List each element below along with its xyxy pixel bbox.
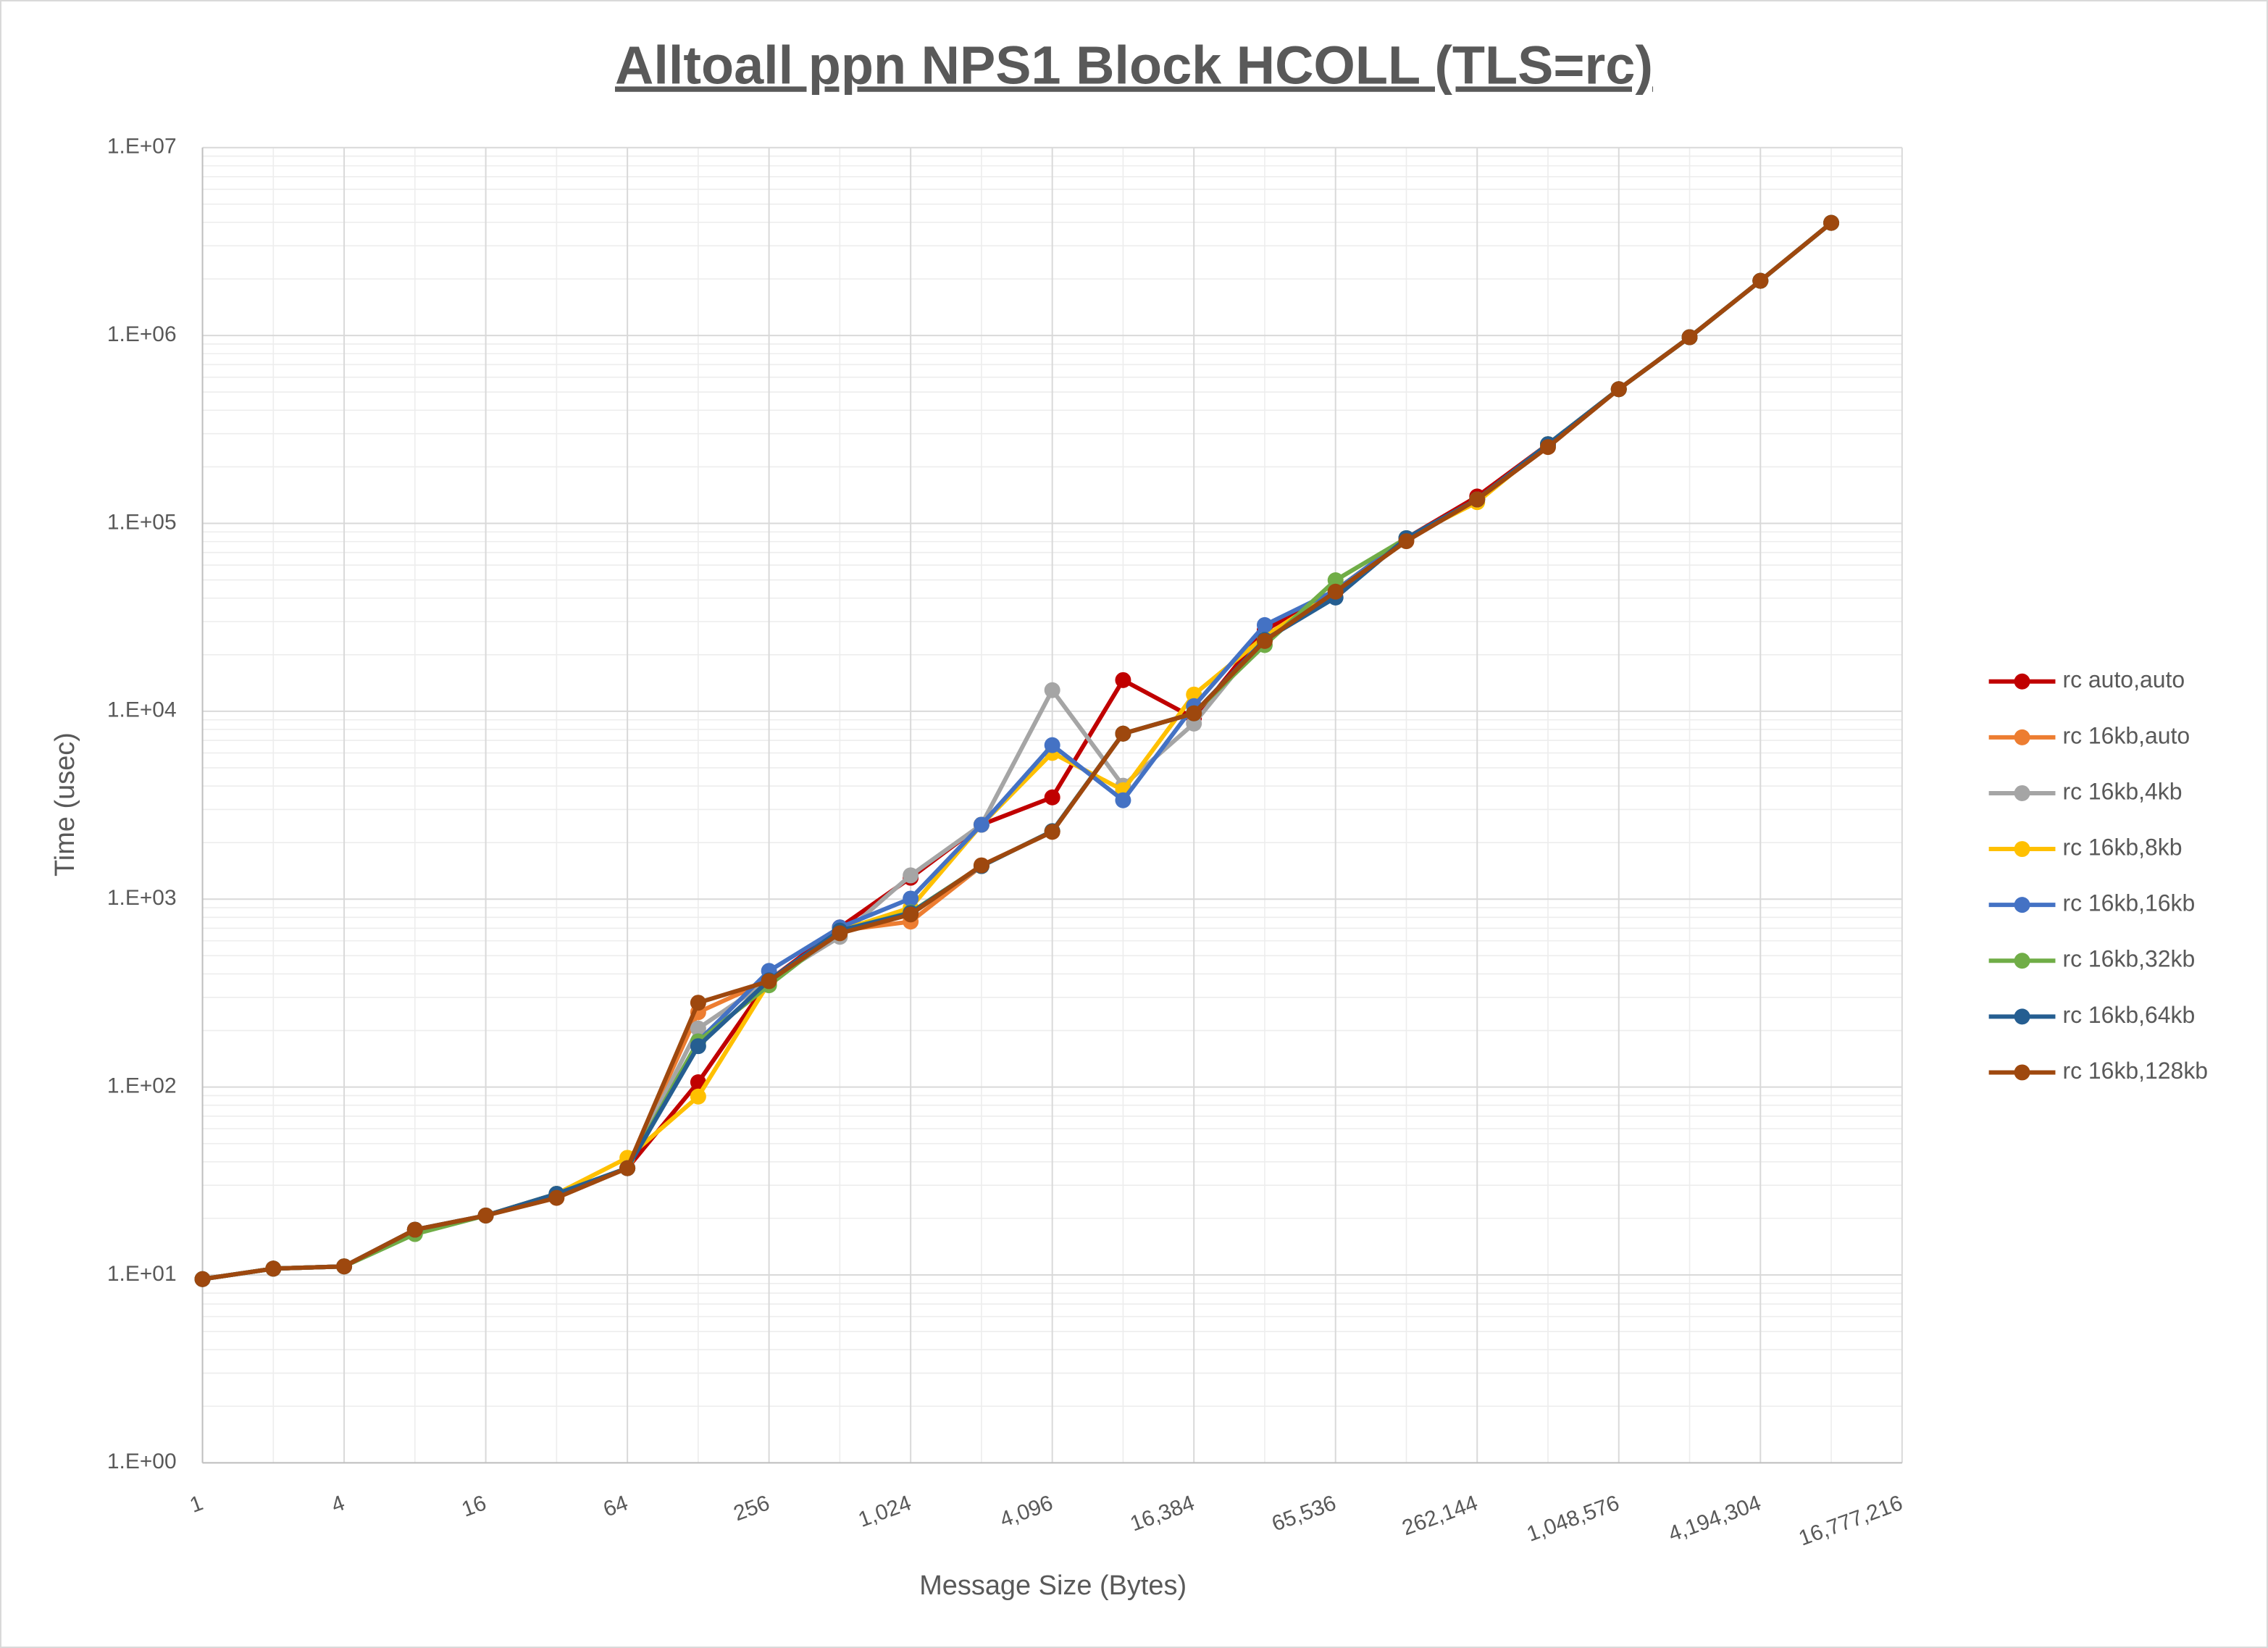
y-tick-label: 1.E+05 [107,510,177,534]
data-point [194,1271,211,1287]
plot [194,214,1840,1287]
data-point [1115,725,1131,742]
legend-marker [2014,729,2030,745]
data-point [690,1020,706,1037]
grid [201,146,1903,1464]
legend-marker [2014,841,2030,858]
y-tick-label: 1.E+07 [107,135,177,159]
legend-marker [2014,1064,2030,1081]
data-point [1610,381,1627,398]
legend-marker [2014,785,2030,801]
y-axis-title: Time (usec) [50,732,80,877]
data-point [1327,583,1344,600]
legend-marker [2014,1008,2030,1025]
data-point [619,1160,636,1176]
data-point [1115,792,1131,808]
data-point [1823,214,1840,231]
legend-label: rc auto,auto [2062,666,2185,693]
data-point [477,1208,494,1224]
y-tick-label: 1.E+03 [107,886,177,910]
data-point [903,890,919,907]
data-point [1044,789,1060,806]
y-tick-label: 1.E+02 [107,1074,177,1097]
data-point [265,1260,282,1277]
data-point [1752,272,1769,289]
legend-marker [2014,673,2030,690]
y-tick-label: 1.E+00 [107,1450,177,1473]
data-point [1540,439,1556,456]
data-point [1044,737,1060,753]
chart-title: Alltoall ppn NPS1 Block HCOLL (TLS=rc) [615,35,1653,95]
data-point [548,1189,565,1206]
legend-label: rc 16kb,4kb [2062,778,2182,804]
data-point [336,1258,353,1275]
data-point [1256,632,1273,649]
data-point [1115,672,1131,688]
data-point [406,1221,423,1238]
data-point [1044,824,1060,840]
data-point [1186,705,1202,721]
legend-label: rc 16kb,8kb [2062,834,2182,860]
y-tick-label: 1.E+06 [107,322,177,346]
data-point [690,1088,706,1105]
data-point [1256,616,1273,633]
data-point [1469,491,1486,508]
data-point [973,857,989,874]
legend-marker [2014,953,2030,969]
legend-marker [2014,897,2030,913]
data-point [1044,682,1060,698]
legend-label: rc 16kb,16kb [2062,890,2195,916]
data-point [1398,533,1415,550]
legend-label: rc 16kb,64kb [2062,1002,2195,1028]
y-tick-label: 1.E+01 [107,1262,177,1286]
data-point [903,867,919,884]
legend: rc auto,auto rc 16kb,auto rc 16kb,4kb rc 16… [1988,666,2208,1084]
data-point [973,816,989,833]
data-point [690,995,706,1011]
data-point [832,925,848,942]
legend-label: rc 16kb,auto [2062,722,2190,748]
legend-label: rc 16kb,32kb [2062,946,2195,972]
data-point [1327,572,1344,588]
y-tick-label: 1.E+04 [107,698,177,722]
data-point [1681,329,1698,346]
series [194,214,1840,1287]
legend-label: rc 16kb,128kb [2062,1058,2208,1084]
series-line [202,221,1833,1281]
data-point [690,1038,706,1055]
data-point [761,973,777,990]
x-axis-title: Message Size (Bytes) [919,1570,1187,1601]
data-point [903,906,919,923]
